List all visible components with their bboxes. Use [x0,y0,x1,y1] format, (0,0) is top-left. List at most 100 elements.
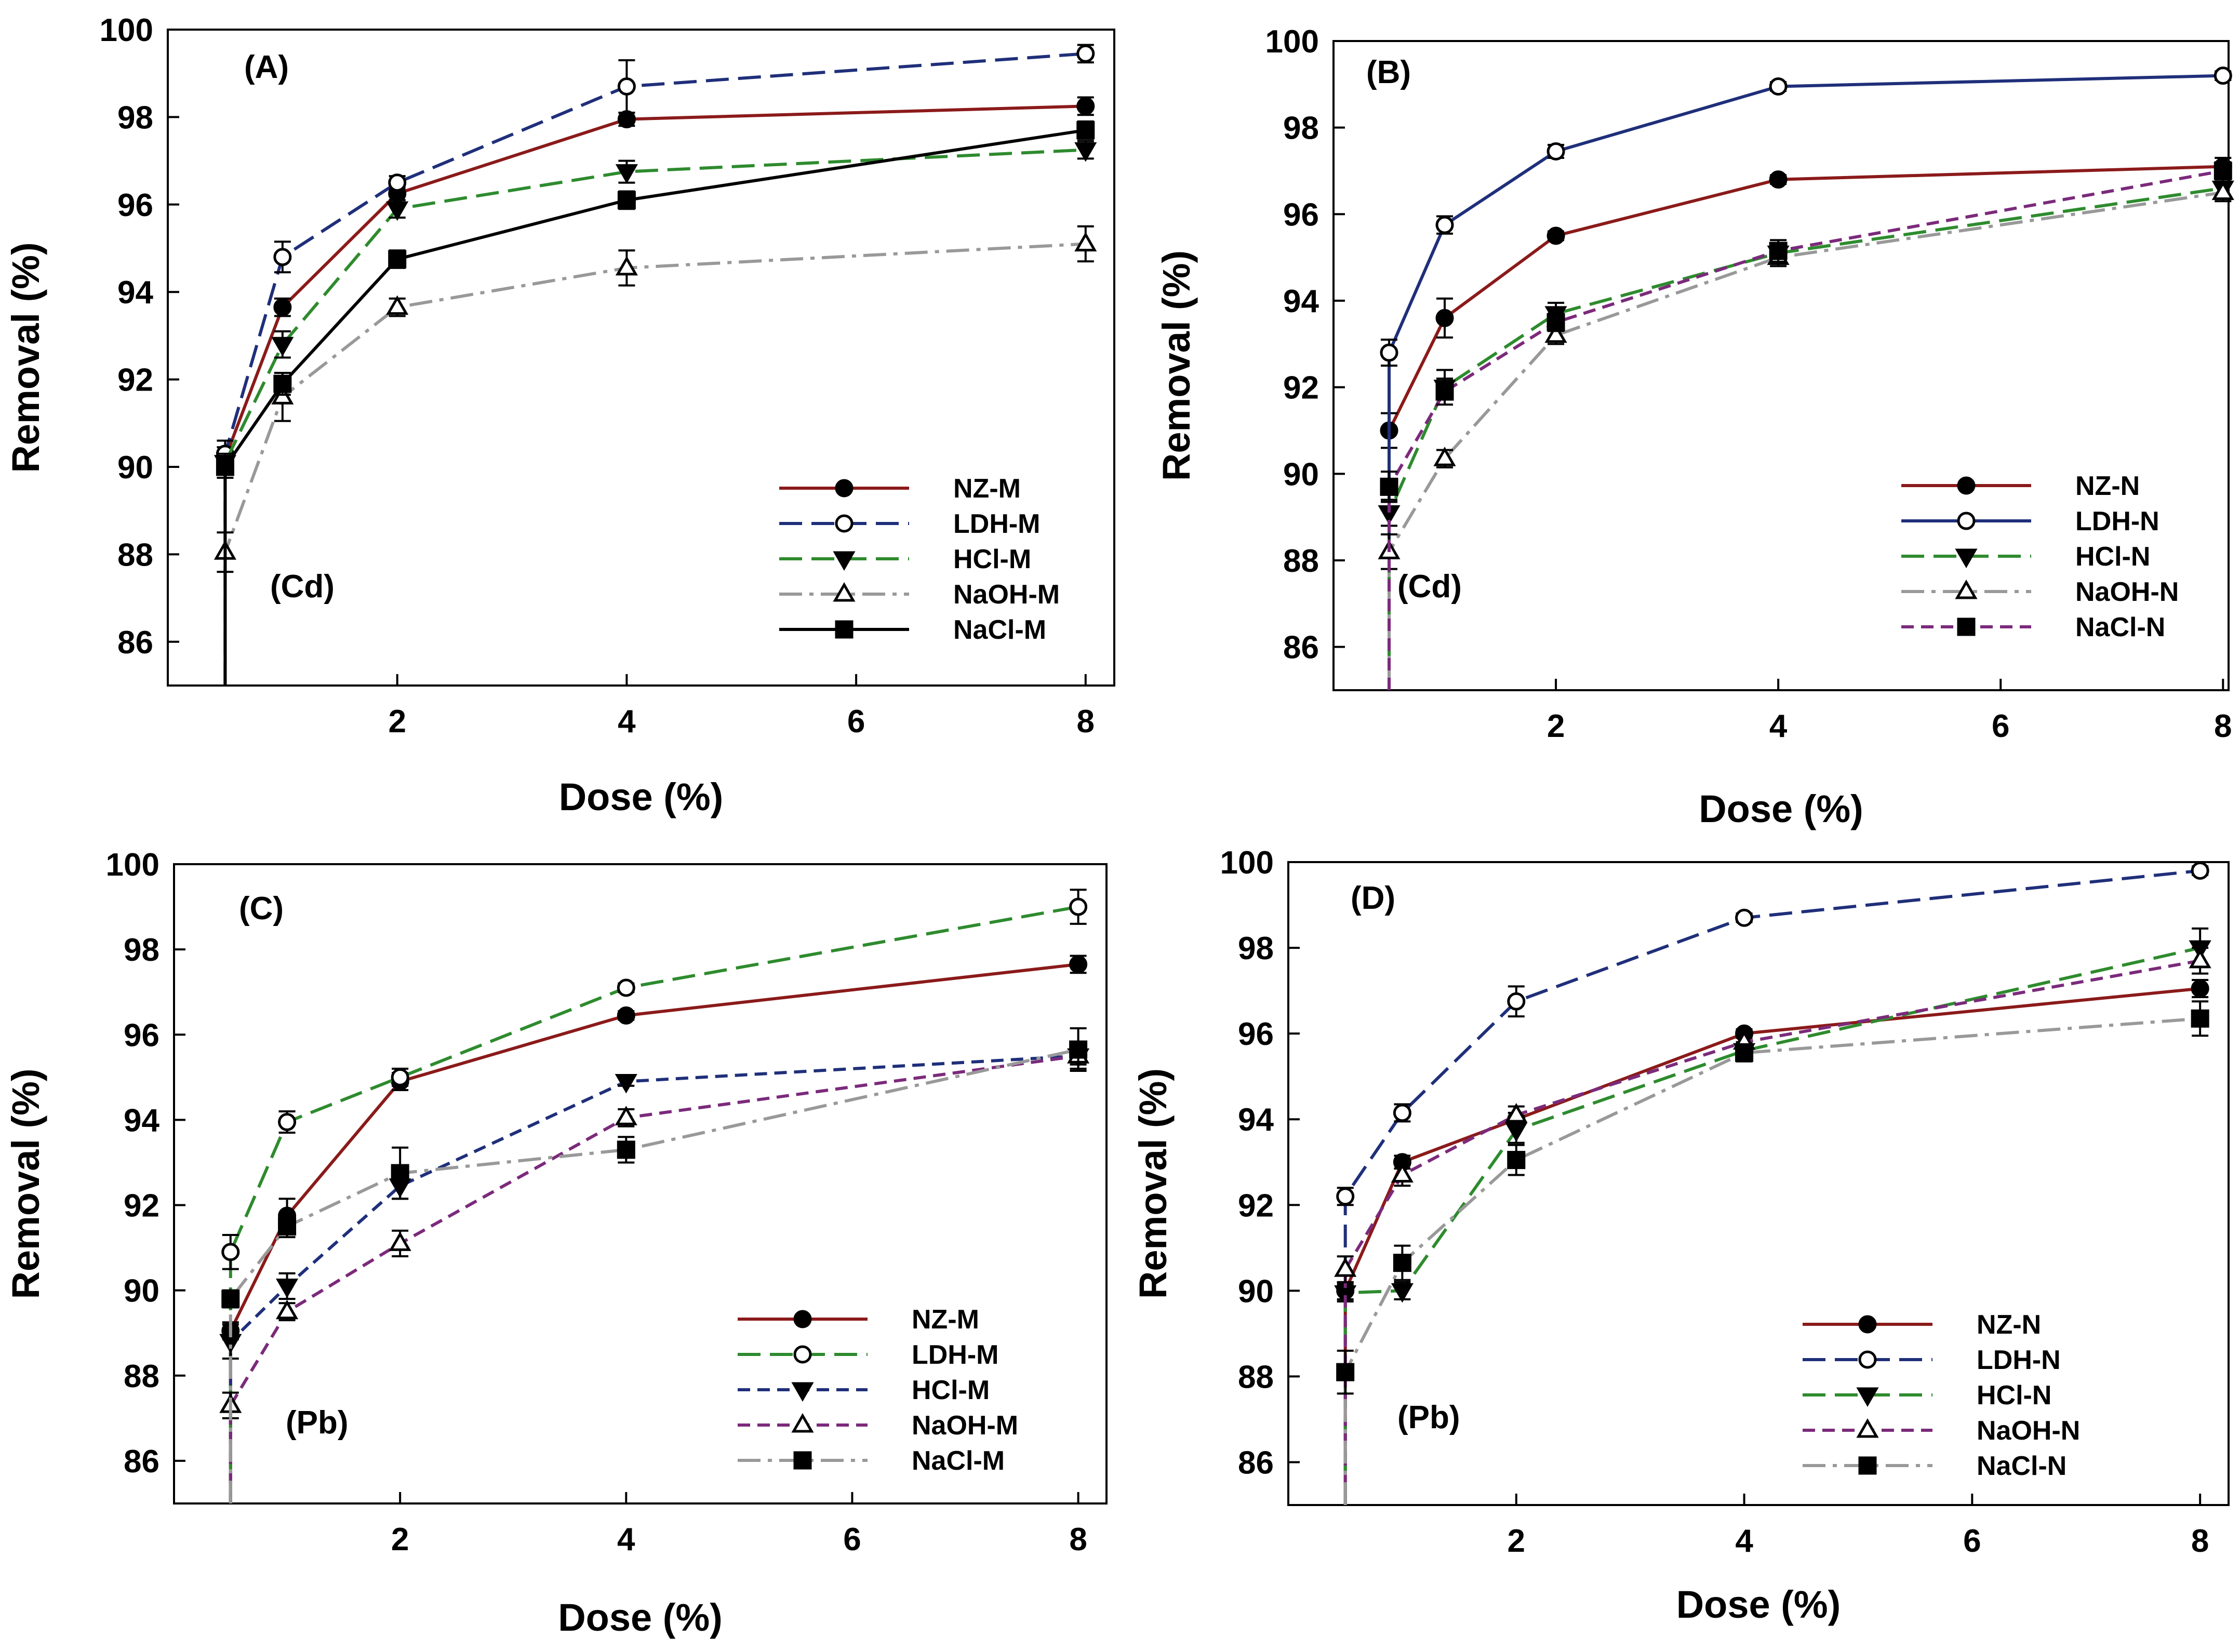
legend-marker [835,620,854,639]
y-tick-label: 94 [1283,284,1319,319]
y-tick-label: 92 [124,1188,159,1224]
data-point [386,201,409,221]
y-tick-label: 86 [1283,630,1319,666]
data-point [1069,1040,1088,1059]
data-point [2211,180,2234,200]
y-axis-title: Removal (%) [1131,1068,1175,1299]
metal-label: (Pb) [1397,1400,1460,1435]
x-tick-label: 4 [1769,708,1788,744]
x-tick-label: 4 [618,704,636,740]
data-point [1735,908,1754,927]
y-tick-label: 94 [117,275,153,311]
series-line [223,128,1086,686]
x-tick-label: 2 [388,704,406,740]
data-point [2191,1009,2209,1028]
series-line [1388,169,2223,690]
data-point [388,250,407,268]
y-tick-label: 86 [124,1444,159,1480]
data-point [1380,477,1398,496]
x-tick-label: 6 [847,704,865,740]
x-axis-title: Dose (%) [558,1596,723,1639]
data-point [615,164,638,184]
plot-frame [1332,40,2230,691]
plot-frame [167,29,1115,687]
legend-marker [793,1310,812,1328]
series-line [1343,959,2201,1505]
series-LDH-N [1336,862,2209,1505]
series-line [1388,165,2223,690]
data-point [2214,66,2232,85]
y-tick-label: 92 [1283,370,1319,406]
legend-marker [1856,1418,1879,1438]
data-point [271,337,294,357]
data-point [617,77,636,96]
data-point [615,1106,637,1125]
y-tick-label: 98 [124,932,159,968]
y-tick-label: 98 [117,100,153,136]
legend-label: LDH-N [2075,506,2159,536]
data-point [617,191,636,209]
data-point [617,1140,635,1159]
legend-label: NaCl-M [953,615,1046,645]
series-NaCl-N [1336,1000,2209,1505]
data-point [1069,897,1088,916]
y-tick-label: 98 [1283,111,1319,146]
x-tick-label: 8 [1077,704,1095,740]
series-line [1388,191,2223,690]
x-tick-label: 8 [2214,708,2232,744]
series-line [1388,74,2223,690]
data-point [1735,1043,1754,1062]
x-axis-title: Dose (%) [559,775,724,818]
y-axis-title: Removal (%) [4,242,47,473]
metal-label: (Cd) [270,569,335,605]
data-point [617,110,636,129]
data-point [1076,44,1095,63]
y-tick-label: 96 [1283,197,1319,233]
series-line [223,148,1086,686]
legend-label: HCl-N [2075,542,2150,572]
panel-label: (C) [239,891,284,926]
legend-marker [1957,476,1976,495]
data-point [615,256,638,276]
data-point [1435,216,1454,234]
y-tick-label: 92 [117,362,153,398]
y-tick-label: 88 [124,1359,159,1394]
legend-label: NaCl-N [1977,1451,2066,1481]
legend-label: NZ-M [953,474,1021,504]
x-tick-label: 8 [1069,1522,1087,1557]
chart-panel-2: 86 88 90 92 94 96 98 100 2 4 6 8 Dose (%) Removal (%)… [1155,24,2234,830]
legend-label: NaCl-M [912,1446,1005,1476]
x-tick-label: 6 [1963,1523,1981,1559]
data-point [278,1113,297,1132]
panel-label: (D) [1351,880,1395,916]
legend-label: NZ-N [1977,1310,2041,1340]
x-tick-label: 8 [2191,1523,2209,1559]
data-point [273,298,292,317]
y-tick-label: 86 [1238,1445,1274,1481]
series-NZ-N [1380,157,2232,690]
data-point [1391,1283,1414,1303]
x-tick-label: 2 [1547,708,1565,744]
legend-label: NaOH-N [1977,1416,2080,1446]
data-point [615,1074,637,1094]
series-line [229,1054,1079,1503]
plot-frame [1287,861,2230,1506]
legend-marker [833,582,856,602]
y-tick-label: 94 [1238,1102,1274,1138]
legend-marker [1957,512,1976,530]
legend-label: LDH-M [953,509,1041,539]
series-line [229,1048,1079,1503]
data-point [1769,170,1788,189]
chart-panel-3: 86 88 90 92 94 96 98 100 2 4 6 8 Dose (%) Removal (%)… [4,847,1108,1639]
data-point [2189,948,2211,969]
data-point [1069,955,1088,974]
legend-label: HCl-M [912,1375,990,1405]
legend-marker [1955,548,1978,569]
legend-marker [835,514,854,533]
data-point [1546,142,1565,160]
legend: NZ-M LDH-M HCl-M NaOH-M NaCl-M [779,474,1060,645]
y-tick-label: 98 [1238,931,1274,966]
data-point [1507,1151,1526,1170]
data-point [1076,121,1095,140]
metal-label: (Pb) [286,1405,349,1441]
